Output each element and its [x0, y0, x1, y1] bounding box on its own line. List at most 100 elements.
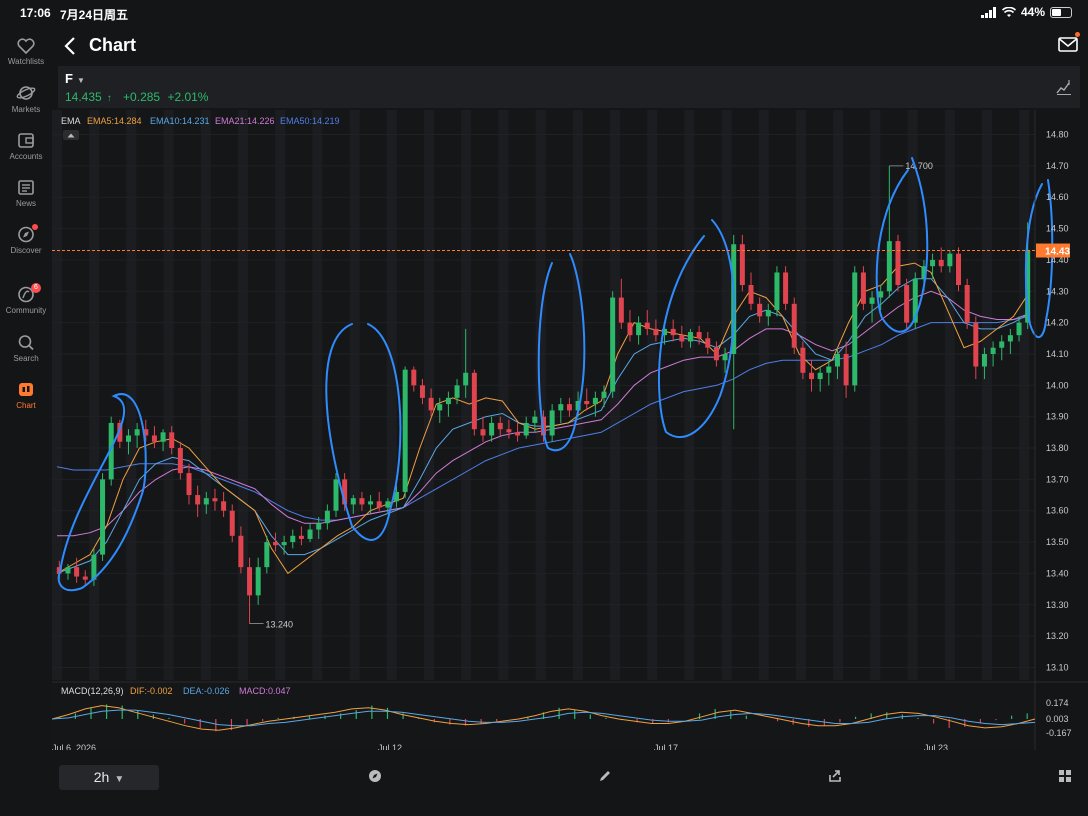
ticker-selector[interactable]: F ▼: [65, 71, 85, 86]
sidebar: Watchlists Markets Accounts News Discove…: [0, 26, 52, 816]
candle-body: [281, 542, 287, 546]
sidebar-item-news[interactable]: News: [0, 179, 52, 208]
candle-body: [272, 542, 278, 546]
candle-body: [558, 404, 564, 411]
interval-selector[interactable]: 2h ▼: [59, 765, 159, 790]
candle-body: [100, 479, 106, 555]
sidebar-item-discover[interactable]: Discover: [0, 224, 52, 255]
session-band: [126, 110, 137, 680]
candle-body: [636, 322, 642, 336]
price-tick-label: 13.40: [1046, 568, 1069, 578]
session-band: [796, 110, 806, 680]
candle-body: [800, 347, 806, 373]
back-button[interactable]: [60, 34, 80, 58]
price-tick-label: 14.60: [1046, 192, 1069, 202]
candle-body: [765, 310, 771, 317]
session-band: [386, 110, 397, 680]
sidebar-item-search[interactable]: Search: [0, 334, 52, 363]
session-band: [238, 110, 248, 680]
candle-body: [125, 435, 131, 442]
session-band: [870, 110, 881, 680]
candle-body: [497, 422, 503, 430]
session-band: [200, 110, 211, 680]
candle-body: [437, 404, 443, 411]
price-tick-label: 13.20: [1046, 631, 1069, 641]
candle-body: [221, 501, 227, 511]
candle-body: [65, 567, 71, 574]
sidebar-item-label: News: [15, 199, 36, 208]
session-band: [907, 110, 918, 680]
candle-body: [912, 278, 918, 323]
annotation-ellipse: [875, 157, 929, 333]
candle-body: [532, 416, 538, 423]
candle-body: [584, 401, 590, 405]
low-price-label: 13.240: [266, 620, 294, 630]
caret-down-icon: ▼: [76, 76, 85, 85]
sidebar-item-markets[interactable]: Markets: [0, 84, 52, 114]
share-icon[interactable]: [828, 769, 842, 783]
price-tick-label: 14.80: [1046, 130, 1069, 140]
candle-body: [575, 401, 581, 411]
candle-body: [74, 567, 80, 577]
indicator-icon[interactable]: [368, 769, 382, 783]
wallet-icon: [18, 133, 34, 148]
candle-body: [117, 422, 123, 442]
grid-layout-icon[interactable]: [1058, 769, 1072, 783]
candle-body: [921, 266, 927, 279]
candle-body: [869, 297, 875, 304]
chart-style-icon[interactable]: [1056, 79, 1072, 95]
collapse-indicator-button[interactable]: [63, 130, 79, 140]
heart-icon: [17, 38, 35, 54]
price-tick-label: 14.20: [1046, 318, 1069, 328]
ema21-label: EMA21:14.226: [215, 116, 275, 126]
signal-icon: [980, 6, 996, 18]
candle-body: [394, 491, 400, 502]
candle-body: [783, 272, 789, 304]
caret-down-icon: ▼: [114, 774, 125, 785]
candle-body: [817, 372, 823, 380]
candle-body: [895, 241, 901, 286]
sidebar-item-accounts[interactable]: Accounts: [0, 132, 52, 161]
candle-body: [990, 347, 996, 354]
candle-body: [169, 432, 175, 449]
sidebar-item-chart[interactable]: Chart: [0, 381, 52, 410]
candle-body: [82, 576, 88, 580]
candle-body: [973, 322, 979, 367]
sidebar-item-watchlists[interactable]: Watchlists: [0, 38, 52, 66]
candle-body: [134, 429, 140, 436]
draw-pencil-icon[interactable]: [598, 769, 612, 783]
candle-body: [419, 385, 425, 398]
candle-body: [463, 372, 469, 386]
candle-body: [298, 535, 304, 539]
candle-body: [480, 429, 486, 436]
candles: 14.700 13.240: [56, 161, 1031, 630]
session-band: [498, 110, 509, 680]
candle-body: [670, 328, 676, 336]
notification-dot: [32, 224, 38, 230]
status-date: 7月24日周五: [60, 8, 129, 22]
candle-body: [653, 328, 659, 336]
battery-icon: [1050, 6, 1072, 18]
high-price-label: 14.700: [905, 161, 933, 171]
candle-body: [826, 366, 832, 373]
price-change-percent: +2.01%: [167, 90, 209, 104]
price-tick-label: 14.40: [1046, 255, 1069, 265]
mail-notification-dot: [1075, 32, 1080, 37]
sidebar-item-label: Chart: [16, 401, 36, 410]
price-tick-label: 14.00: [1046, 380, 1069, 390]
candle-body: [791, 303, 797, 348]
page-title: Chart: [89, 35, 137, 55]
candle-body: [160, 432, 166, 442]
candle-body: [999, 341, 1005, 348]
session-band: [833, 110, 844, 680]
sidebar-item-community[interactable]: 6 Community: [0, 283, 52, 315]
grid-lines: [52, 134, 1035, 668]
mail-icon[interactable]: [1058, 36, 1078, 53]
candle-body: [428, 397, 434, 411]
session-band: [349, 110, 360, 680]
macd-tick-label: -0.167: [1046, 728, 1072, 738]
candle-body: [722, 353, 728, 361]
price-tick-label: 13.80: [1046, 443, 1069, 453]
time-axis: Jul 6, 2026 Jul 12 Jul 17 Jul 23: [52, 743, 948, 750]
